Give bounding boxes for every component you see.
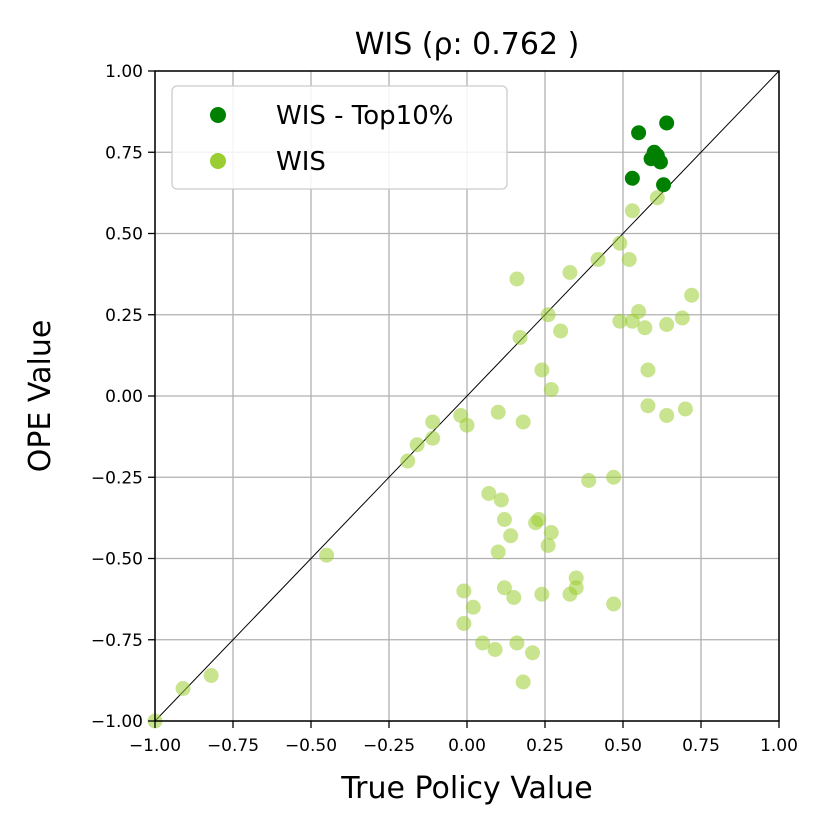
point-wis — [515, 414, 531, 430]
point-wis — [640, 398, 656, 414]
point-wis — [509, 271, 525, 287]
point-wis — [590, 252, 606, 267]
point-wis — [512, 330, 528, 345]
point-top10 — [659, 115, 675, 131]
x-tick-label: −0.25 — [363, 736, 415, 756]
point-wis — [553, 323, 569, 339]
point-wis — [540, 307, 556, 323]
point-wis — [612, 235, 628, 251]
point-wis — [621, 252, 637, 267]
y-tick-label: 0.50 — [105, 225, 143, 245]
x-ticks: −1.00 −0.75 −0.50 −0.25 0.00 0.25 0.50 0.75 1.00 — [129, 721, 798, 756]
point-wis — [490, 404, 506, 420]
point-wis — [203, 668, 219, 683]
point-wis — [456, 583, 472, 599]
point-wis — [456, 616, 472, 631]
point-wis — [506, 590, 522, 605]
point-wis — [503, 528, 519, 544]
x-tick-label: −0.50 — [285, 736, 337, 756]
point-wis — [409, 437, 425, 453]
point-wis — [490, 544, 506, 560]
y-tick-label: 0.25 — [105, 306, 143, 326]
point-wis — [684, 287, 700, 303]
y-axis-label: OPE Value — [23, 320, 58, 473]
point-top10 — [631, 125, 647, 141]
point-wis — [606, 596, 622, 612]
point-wis — [531, 512, 547, 527]
x-tick-label: 0.50 — [604, 736, 642, 756]
point-wis — [581, 473, 597, 488]
point-wis — [631, 304, 647, 319]
y-tick-label: 0.00 — [105, 387, 143, 407]
point-wis — [400, 453, 416, 469]
y-tick-label: −1.00 — [91, 712, 143, 732]
y-tick-label: −0.50 — [91, 550, 143, 570]
y-tick-label: −0.75 — [91, 631, 143, 651]
legend-label-wis: WIS — [276, 147, 326, 177]
point-wis — [481, 486, 497, 501]
point-wis — [487, 642, 503, 657]
point-wis — [562, 265, 578, 280]
point-wis — [543, 382, 559, 397]
chart-title: WIS (ρ: 0.762 ) — [355, 27, 580, 62]
y-tick-label: 1.00 — [105, 62, 143, 82]
y-tick-label: 0.75 — [105, 143, 143, 163]
point-wis — [496, 580, 512, 596]
point-wis — [640, 362, 656, 378]
point-wis — [515, 674, 531, 690]
point-wis — [459, 417, 475, 433]
x-tick-label: −0.75 — [207, 736, 259, 756]
x-tick-label: 0.75 — [682, 736, 720, 756]
y-ticks: 1.00 0.75 0.50 0.25 0.00 −0.25 −0.50 −0.75 −1.00 — [91, 62, 155, 732]
x-axis-label: True Policy Value — [340, 771, 592, 806]
x-tick-label: 0.25 — [526, 736, 564, 756]
point-wis — [534, 362, 550, 378]
point-wis — [649, 190, 665, 206]
legend-label-top10: WIS - Top10% — [276, 101, 453, 131]
point-wis — [175, 681, 191, 696]
point-wis — [674, 310, 690, 326]
identity-diagonal — [154, 70, 780, 722]
point-wis — [496, 512, 512, 527]
point-wis — [425, 430, 441, 446]
point-wis — [425, 414, 441, 430]
point-wis — [493, 492, 509, 508]
legend-box — [171, 85, 508, 190]
point-wis — [624, 203, 640, 219]
x-tick-label: 0.00 — [448, 736, 486, 756]
legend-marker-top10 — [210, 107, 226, 123]
point-top10 — [656, 177, 672, 193]
point-wis — [465, 599, 481, 615]
point-wis — [659, 408, 675, 423]
point-wis — [568, 580, 584, 596]
point-wis — [540, 538, 556, 553]
point-wis — [509, 635, 525, 651]
point-wis — [534, 586, 550, 602]
y-tick-label: −0.25 — [91, 468, 143, 488]
point-top10 — [624, 170, 640, 186]
point-wis — [543, 525, 559, 540]
point-wis — [475, 635, 491, 651]
legend: WIS - Top10% WIS — [171, 85, 508, 190]
point-wis — [525, 645, 541, 661]
legend-marker-wis — [210, 153, 226, 169]
point-wis — [637, 320, 653, 336]
point-wis — [319, 547, 335, 563]
x-tick-label: 1.00 — [760, 736, 798, 756]
point-wis — [612, 313, 628, 329]
point-top10 — [652, 154, 668, 170]
data-points — [147, 115, 700, 729]
point-wis — [659, 317, 675, 332]
point-wis — [677, 401, 693, 417]
point-wis — [606, 469, 622, 485]
x-tick-label: −1.00 — [129, 736, 181, 756]
